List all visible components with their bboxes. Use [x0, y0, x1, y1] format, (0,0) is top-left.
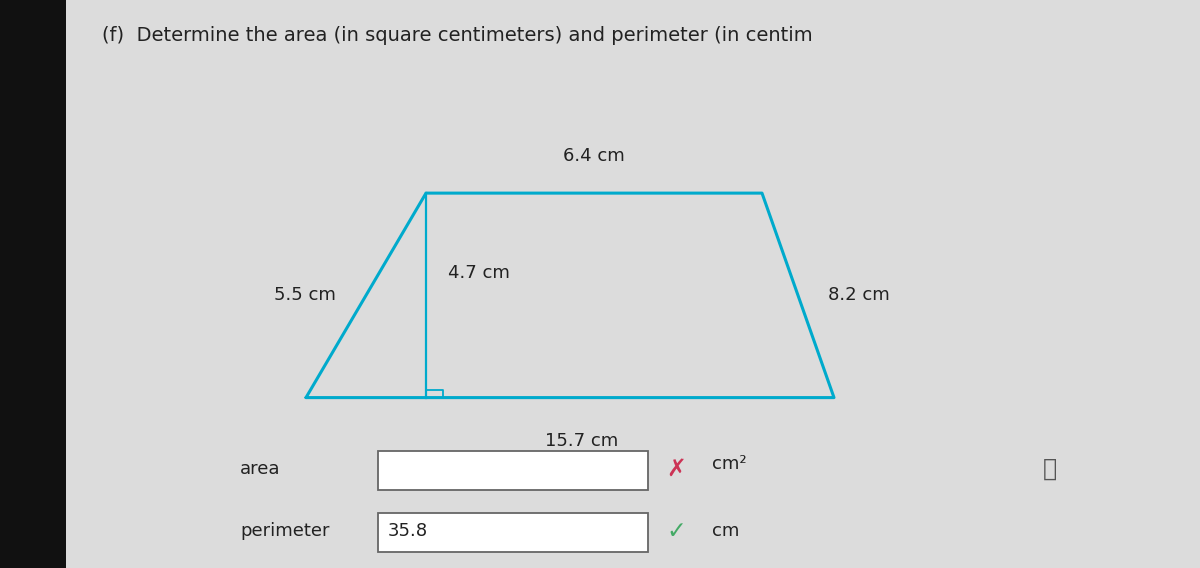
Text: 35.8: 35.8	[388, 522, 427, 540]
Text: 6.4 cm: 6.4 cm	[563, 147, 625, 165]
Text: (f)  Determine the area (in square centimeters) and perimeter (in centim: (f) Determine the area (in square centim…	[102, 26, 812, 44]
Text: ✓: ✓	[666, 519, 685, 543]
Bar	[0, 0, 66, 568]
Text: cm: cm	[712, 522, 739, 540]
FancyBboxPatch shape	[378, 513, 648, 552]
FancyBboxPatch shape	[378, 451, 648, 490]
Text: cm²: cm²	[712, 455, 746, 473]
Text: ✗: ✗	[666, 457, 685, 481]
Text: 4.7 cm: 4.7 cm	[448, 264, 510, 282]
Text: perimeter: perimeter	[240, 522, 330, 540]
Text: ⓘ: ⓘ	[1043, 457, 1057, 481]
Text: area: area	[240, 460, 281, 478]
Text: 8.2 cm: 8.2 cm	[828, 286, 889, 304]
Text: 5.5 cm: 5.5 cm	[274, 286, 336, 304]
Text: 15.7 cm: 15.7 cm	[545, 432, 619, 450]
